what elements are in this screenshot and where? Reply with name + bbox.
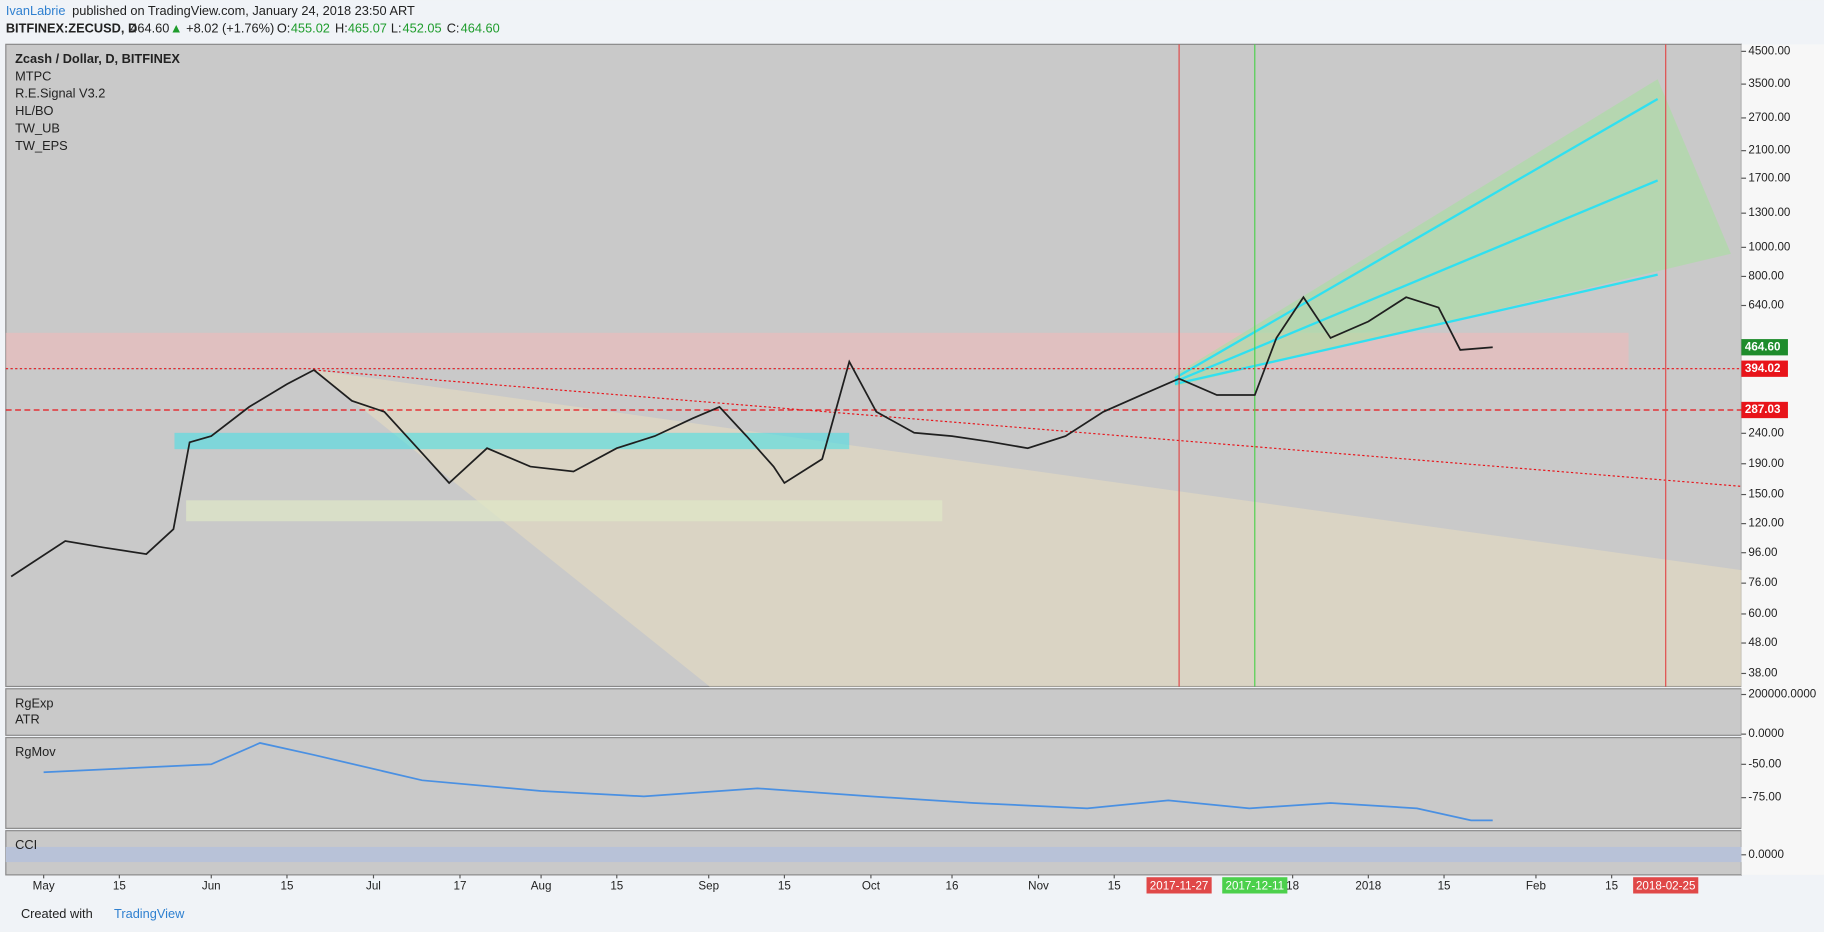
- y-tick-label: 48.00: [1748, 636, 1778, 649]
- y-tick-label: 0.0000: [1748, 848, 1784, 861]
- published: published on TradingView.com, January 24…: [72, 3, 415, 18]
- x-tick-label: 15: [1605, 880, 1618, 893]
- pane-label: CCI: [15, 837, 37, 852]
- price-label-box: [1741, 339, 1788, 356]
- high: 465.07: [348, 21, 387, 36]
- x-tick-label: 18: [1286, 880, 1299, 893]
- x-tick-label: Jun: [202, 880, 221, 893]
- price-axis: [1741, 44, 1824, 875]
- y-tick-label: 0.0000: [1748, 727, 1784, 740]
- resistance-zone: [5, 332, 1629, 368]
- x-tick-label: May: [33, 880, 55, 893]
- projection-cone: [1174, 79, 1731, 387]
- x-tick-label: 15: [281, 880, 294, 893]
- marker-box: [1146, 877, 1212, 894]
- y-tick-label: 96.00: [1748, 546, 1778, 559]
- volume-pane: [5, 688, 1742, 736]
- pane-label: RgMov: [15, 744, 56, 759]
- low-label: L:: [391, 21, 402, 36]
- arrow: ▲: [170, 21, 183, 36]
- author[interactable]: IvanLabrie: [6, 3, 66, 18]
- last: 464.60: [130, 21, 169, 36]
- y-tick-label: 120.00: [1748, 517, 1784, 530]
- y-tick-label: 1700.00: [1748, 171, 1791, 184]
- open: 455.02: [291, 21, 330, 36]
- y-tick-label: 2700.00: [1748, 111, 1791, 124]
- series-line: [10, 295, 1493, 578]
- x-tick-label: 15: [1438, 880, 1451, 893]
- pane-label: ATR: [15, 712, 40, 727]
- x-tick-label: 15: [1108, 880, 1121, 893]
- x-tick-label: Aug: [531, 880, 552, 893]
- marker-label: 2017-11-27: [1150, 880, 1209, 893]
- study-label: TW_UB: [15, 121, 60, 136]
- footer-brand[interactable]: TradingView: [114, 906, 185, 921]
- x-tick-label: Nov: [1028, 880, 1049, 893]
- high-label: H:: [335, 21, 348, 36]
- marker-box: [1633, 877, 1699, 894]
- trend-line: [314, 369, 1742, 487]
- y-tick-label: 2100.00: [1748, 144, 1791, 157]
- y-tick-label: 150.00: [1748, 488, 1784, 501]
- chart-layer: MTPC R.E.Signal V3.2 HL/BO TW_UB TW_EPS 4500.…: [5, 44, 1817, 894]
- y-tick-label: 60.00: [1748, 607, 1778, 620]
- x-tick-label: Sep: [698, 880, 719, 893]
- rgmov-pane: [5, 737, 1742, 829]
- open-label: O:: [277, 21, 291, 36]
- x-tick-label: Jul: [366, 880, 381, 893]
- x-tick-label: Oct: [862, 880, 881, 893]
- x-tick-label: 2018: [1355, 880, 1381, 893]
- price-label: 464.60: [1745, 340, 1781, 353]
- marker-label: 2018-02-25: [1636, 880, 1695, 893]
- price-label: 394.02: [1745, 362, 1781, 375]
- y-tick-label: 76.00: [1748, 576, 1778, 589]
- price-label: 287.03: [1745, 403, 1781, 416]
- study-label: MTPC: [15, 68, 51, 83]
- y-tick-label: 3500.00: [1748, 77, 1791, 90]
- y-tick-label: 38.00: [1748, 667, 1778, 680]
- support-zone: [186, 500, 943, 522]
- low: 452.05: [402, 21, 441, 36]
- x-tick-label: Feb: [1526, 880, 1546, 893]
- x-tick-label: 15: [610, 880, 623, 893]
- y-tick-label: 800.00: [1748, 270, 1784, 283]
- footer-created: Created with: [21, 906, 93, 921]
- marker-box: [1222, 877, 1288, 894]
- y-tick-label: -50.00: [1748, 757, 1781, 770]
- y-tick-label: 200000.0000: [1748, 688, 1816, 701]
- close: 464.60: [461, 21, 500, 36]
- y-tick-label: 4500.00: [1748, 44, 1791, 57]
- price-label-box: [1741, 401, 1788, 419]
- study-label: R.E.Signal V3.2: [15, 86, 105, 101]
- pane-label: RgExp: [15, 695, 53, 710]
- study-label: HL/BO: [15, 103, 53, 118]
- x-tick-label: 16: [946, 880, 959, 893]
- cci-band: [5, 846, 1742, 863]
- close-label: C:: [447, 21, 460, 36]
- study-label: TW_EPS: [15, 138, 68, 153]
- x-tick-label: 15: [778, 880, 791, 893]
- y-tick-label: 1300.00: [1748, 206, 1791, 219]
- y-tick-label: 190.00: [1748, 457, 1784, 470]
- symbol: BITFINEX:ZECUSD, D: [6, 21, 137, 36]
- chart-title: Zcash / Dollar, D, BITFINEX: [15, 51, 180, 66]
- price-label-box: [1741, 360, 1788, 377]
- y-tick-label: -75.00: [1748, 791, 1781, 804]
- cyan-zone: [174, 432, 850, 450]
- y-tick-label: 640.00: [1748, 299, 1784, 312]
- change: +8.02 (+1.76%): [186, 21, 274, 36]
- series-line: [43, 742, 1493, 822]
- marker-label: 2017-12-11: [1225, 880, 1284, 893]
- y-tick-label: 1000.00: [1748, 240, 1791, 253]
- x-tick-label: 17: [454, 880, 467, 893]
- y-tick-label: 240.00: [1748, 426, 1784, 439]
- x-tick-label: 15: [113, 880, 126, 893]
